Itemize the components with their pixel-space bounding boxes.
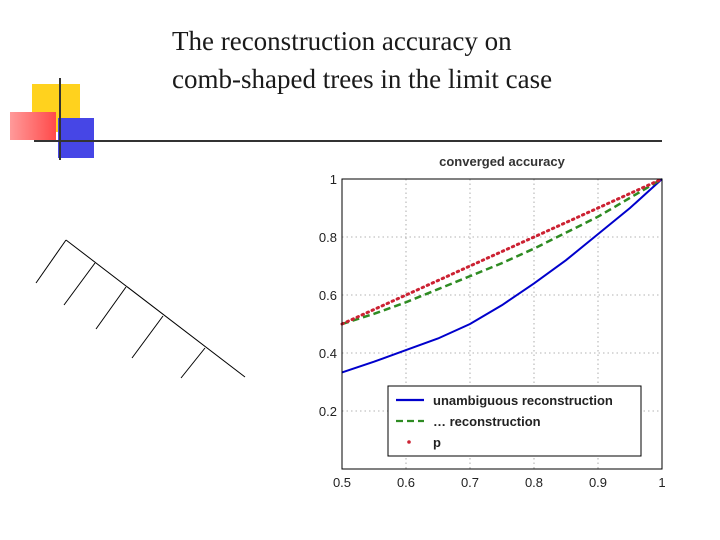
legend-box [387, 385, 642, 457]
series-line-1 [341, 177, 663, 326]
accent-blue-square [58, 118, 94, 158]
x-tick-label: 0.5 [333, 475, 351, 490]
y-tick-label: 0.4 [319, 346, 337, 361]
slide-title-line2: comb-shaped trees in the limit case [172, 64, 553, 94]
slide-title: The reconstruction accuracy on comb-shap… [172, 22, 692, 98]
y-tick-label: 0.6 [319, 288, 337, 303]
y-tick-label: 0.8 [319, 230, 337, 245]
tree-leaf-edge [180, 347, 206, 379]
slide-title-line1: The reconstruction accuracy on [172, 26, 512, 56]
legend-label-2: p [433, 435, 441, 450]
x-tick-label: 0.6 [397, 475, 415, 490]
x-tick-label: 0.7 [461, 475, 479, 490]
tree-leaf-edge [63, 262, 96, 306]
y-tick-label: 0.2 [319, 404, 337, 419]
accent-horizontal-rule [34, 140, 662, 142]
accent-vertical-rule [59, 78, 61, 160]
x-tick-label: 0.9 [589, 475, 607, 490]
legend-label-1: … reconstruction [433, 414, 541, 429]
legend-label-0: unambiguous reconstruction [433, 393, 613, 408]
y-axis-ticks: 0.2 0.4 0.6 0.8 1 [319, 172, 337, 419]
y-tick-label: 1 [330, 172, 337, 187]
x-axis-ticks: 0.5 0.6 0.7 0.8 0.9 1 [333, 475, 666, 490]
accent-red-square [10, 112, 56, 140]
comb-tree-diagram [35, 239, 246, 379]
tree-leaf-edge [35, 239, 67, 284]
x-tick-label: 0.8 [525, 475, 543, 490]
x-tick-label: 1 [658, 475, 665, 490]
chart-series [340, 177, 664, 374]
legend-swatch-2 [407, 440, 411, 444]
chart-title: converged accuracy [439, 154, 566, 169]
tree-leaf-edge [95, 286, 127, 330]
series-line-2 [340, 177, 664, 326]
tree-spine [65, 239, 246, 378]
chart-legend: unambiguous reconstruction … reconstructi… [387, 385, 642, 457]
plot-frame [341, 178, 663, 470]
accuracy-chart: converged accuracy 0.5 0.6 0.7 0.8 0.9 1 0.20… [319, 154, 666, 490]
tree-leaf-edge [131, 315, 164, 359]
series-line-0 [341, 178, 663, 374]
